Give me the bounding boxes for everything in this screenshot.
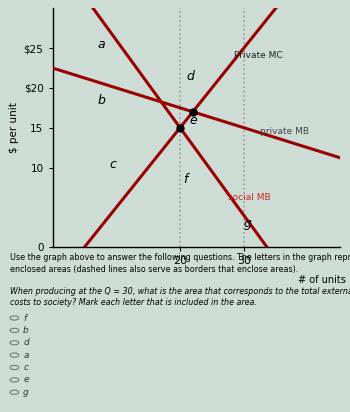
Text: f: f: [183, 173, 188, 187]
Text: b: b: [23, 326, 29, 335]
Text: d: d: [23, 338, 29, 347]
Text: Private MC: Private MC: [234, 51, 283, 60]
Text: e: e: [23, 375, 29, 384]
Text: When producing at the Q = 30, what is the area that corresponds to the total ext: When producing at the Q = 30, what is th…: [10, 287, 350, 307]
Text: social MB: social MB: [228, 193, 271, 202]
Y-axis label: $ per unit: $ per unit: [9, 102, 20, 153]
Text: a: a: [23, 351, 29, 360]
Text: g: g: [244, 217, 252, 230]
Text: c: c: [110, 157, 117, 171]
Text: private MB: private MB: [260, 127, 309, 136]
Text: f: f: [23, 314, 26, 323]
Text: # of units: # of units: [298, 275, 346, 285]
Text: Use the graph above to answer the following questions. The letters in the graph : Use the graph above to answer the follow…: [10, 253, 350, 274]
Text: c: c: [23, 363, 28, 372]
Text: b: b: [97, 94, 105, 107]
Text: e: e: [190, 114, 197, 127]
Text: d: d: [187, 70, 194, 83]
Text: g: g: [23, 388, 29, 397]
Text: a: a: [97, 38, 105, 51]
